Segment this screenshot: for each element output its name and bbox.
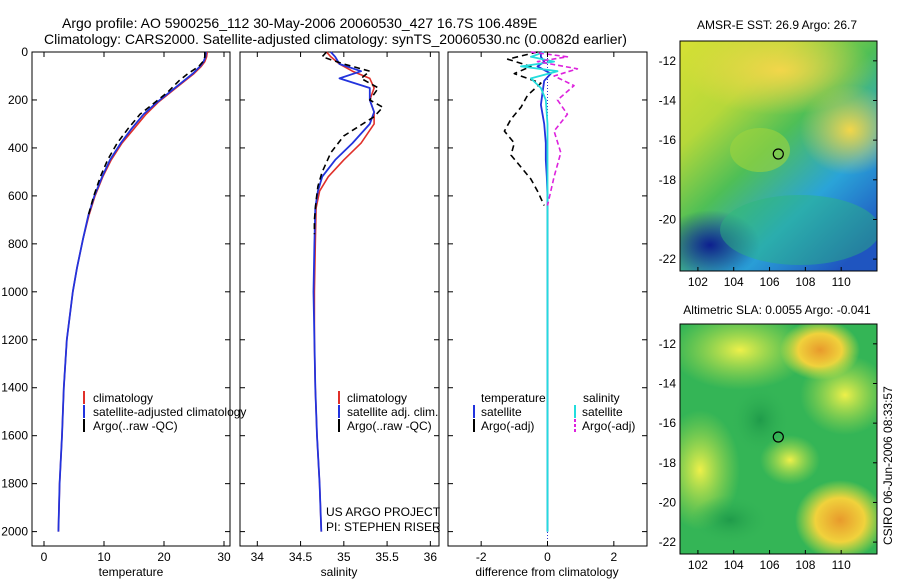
x-tick-label: 34: [251, 550, 265, 564]
x-tick-label: 35: [337, 550, 351, 564]
map-y-tick-label: -20: [659, 212, 677, 226]
legend-label-argo: Argo(..raw -QC): [93, 419, 178, 433]
x-tick-label: 35.5: [375, 550, 399, 564]
series-line-satellite-adj-clim-: [312, 51, 376, 532]
x-tick-label: -2: [476, 550, 487, 564]
map-x-tick-label: 102: [688, 275, 708, 289]
map-y-tick-label: -18: [659, 173, 677, 187]
map-x-tick-label: 106: [760, 558, 780, 572]
y-tick-label: 1200: [1, 333, 28, 347]
map-x-tick-label: 104: [724, 275, 744, 289]
sla-map-title: Altimetric SLA: 0.0055 Argo: -0.041: [683, 303, 871, 317]
sst-map-axes: 102 104 106 108 110 -12 -14 -16 -18 -20 -22: [659, 54, 877, 289]
y-tick-label: 2000: [1, 525, 28, 539]
temperature-plot: 0 10 20 30 0 200 400 600 800 1000 1200 1400 1600 1800…: [1, 45, 231, 564]
temperature-axes: [31, 51, 231, 547]
legend-header-temperature: temperature: [481, 391, 546, 405]
x-tick-label: 30: [217, 550, 231, 564]
map-y-tick-label: -16: [659, 416, 677, 430]
legend-label-argo: Argo(..raw -QC): [347, 419, 432, 433]
map-y-tick-label: -14: [659, 376, 677, 390]
difference-plot: -2 0 2: [448, 51, 647, 564]
pi-annotation: PI: STEPHEN RISER: [326, 520, 441, 534]
salinity-plot: 34 34.5 35 35.5 36: [240, 51, 439, 564]
sst-map-title: AMSR-E SST: 26.9 Argo: 26.7: [697, 18, 857, 32]
sst-map-field: [680, 41, 877, 271]
legend-label-climatology: climatology: [93, 391, 153, 405]
series-line-argo-raw-qc-: [313, 51, 384, 235]
y-tick-label: 1000: [1, 285, 28, 299]
map-x-tick-label: 104: [724, 558, 744, 572]
x-tick-label: 20: [157, 550, 171, 564]
map-y-tick-label: -12: [659, 54, 677, 68]
temperature-xlabel: temperature: [99, 565, 164, 579]
x-tick-label: 2: [610, 550, 617, 564]
map-y-tick-label: -22: [659, 535, 677, 549]
map-x-tick-label: 110: [832, 275, 851, 289]
legend-header-salinity: salinity: [583, 391, 620, 405]
sla-argo-location-marker: [772, 431, 784, 443]
legend-label-temp-satellite: satellite: [481, 405, 522, 419]
csiro-timestamp: CSIRO 06-Jun-2006 08:33:57: [881, 386, 895, 545]
sla-map-frame: [679, 323, 878, 555]
sst-argo-location-marker: [772, 148, 784, 160]
sst-map-frame: [679, 40, 878, 272]
temperature-legend: climatology satellite-adjusted climatolo…: [83, 391, 246, 433]
x-tick-label: 36: [424, 550, 438, 564]
map-x-tick-label: 108: [795, 558, 815, 572]
map-y-tick-label: -18: [659, 456, 677, 470]
x-tick-label: 0: [41, 550, 48, 564]
map-x-tick-label: 106: [760, 275, 780, 289]
series-line-temperature-argo-adj-: [503, 51, 545, 206]
map-y-tick-label: -16: [659, 133, 677, 147]
y-tick-label: 800: [8, 237, 28, 251]
map-y-tick-label: -22: [659, 252, 677, 266]
legend-label-satellite: satellite-adjusted climatology: [93, 405, 246, 419]
y-tick-label: 400: [8, 141, 28, 155]
sla-map-field: [680, 324, 877, 554]
figure-title-line1: Argo profile: AO 5900256_112 30-May-2006…: [62, 15, 537, 31]
y-tick-label: 600: [8, 189, 28, 203]
map-y-tick-label: -14: [659, 93, 677, 107]
y-tick-label: 1400: [1, 381, 28, 395]
map-y-tick-label: -20: [659, 495, 677, 509]
series-line-satellite-adjusted-climatology: [57, 51, 207, 532]
legend-label-temp-argo: Argo(-adj): [481, 419, 534, 433]
legend-label-climatology: climatology: [347, 391, 407, 405]
legend-label-sal-satellite: satellite: [582, 405, 623, 419]
legend-label-sal-argo: Argo(-adj): [582, 419, 635, 433]
series-line-salinity-argo-adj-: [530, 51, 579, 206]
map-x-tick-label: 110: [832, 558, 851, 572]
series-line-salinity-satellite: [520, 51, 559, 532]
series-line-temperature-satellite: [536, 52, 552, 532]
x-tick-label: 10: [97, 550, 111, 564]
series-line-argo-raw-qc-: [87, 52, 206, 216]
series-line-climatology: [313, 51, 375, 532]
x-tick-label: 34.5: [289, 550, 313, 564]
difference-xlabel: difference from climatology: [475, 565, 618, 579]
salinity-axes: [239, 51, 440, 547]
sla-map-axes: 102 104 106 108 110 -12 -14 -16 -18 -20 -22: [659, 337, 877, 572]
y-tick-label: 1600: [1, 429, 28, 443]
salinity-legend: climatology satellite adj. clim. Argo(..…: [338, 391, 438, 433]
y-tick-label: 200: [8, 93, 28, 107]
y-tick-label: 1800: [1, 477, 28, 491]
map-x-tick-label: 102: [688, 558, 708, 572]
y-tick-label: 0: [21, 45, 28, 59]
x-tick-label: 0: [544, 550, 551, 564]
difference-legend: temperature salinity satellite Argo(-adj…: [473, 391, 635, 433]
figure-title-line2: Climatology: CARS2000. Satellite-adjuste…: [44, 31, 627, 47]
map-y-tick-label: -12: [659, 337, 677, 351]
salinity-xlabel: salinity: [321, 565, 358, 579]
map-x-tick-label: 108: [795, 275, 815, 289]
legend-label-satellite: satellite adj. clim.: [347, 405, 438, 419]
project-annotation: US ARGO PROJECT: [326, 505, 441, 519]
